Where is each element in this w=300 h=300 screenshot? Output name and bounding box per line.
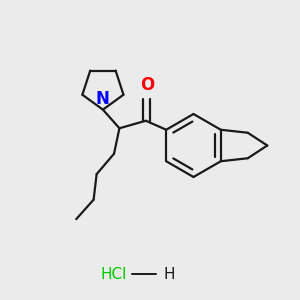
Text: HCl: HCl	[101, 267, 127, 282]
Text: N: N	[96, 89, 110, 107]
Text: H: H	[164, 267, 175, 282]
Text: O: O	[140, 76, 154, 94]
